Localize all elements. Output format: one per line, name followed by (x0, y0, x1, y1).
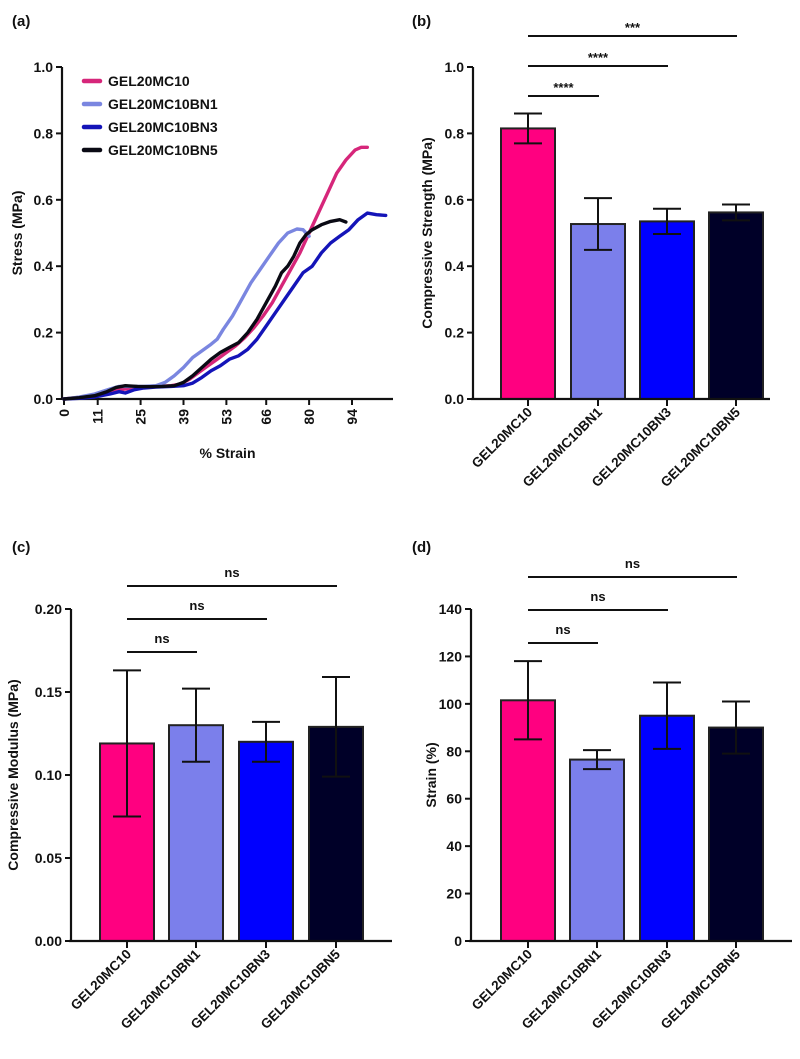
series-line-gel20mc10bn1 (62, 227, 311, 401)
x-tick-label: 66 (258, 409, 274, 425)
series-line-gel20mc10 (62, 145, 369, 401)
panel-label: (a) (12, 13, 30, 30)
x-tick-label: 94 (344, 409, 360, 425)
y-tick-label: 1.0 (34, 59, 54, 75)
y-tick-label: 0.8 (445, 125, 465, 141)
x-tick-label: 80 (301, 409, 317, 425)
bar-gel20mc10bn5 (708, 211, 764, 400)
y-tick-label: 0.6 (445, 192, 465, 208)
panel-label: (b) (412, 13, 431, 30)
x-tick-label: 39 (175, 409, 191, 425)
y-tick-label: 0.15 (35, 684, 62, 700)
y-tick-label: 0.4 (34, 258, 54, 274)
y-tick-label: 120 (439, 648, 463, 664)
y-axis-title: Compressive Strength (MPa) (419, 137, 435, 328)
y-tick-label: 0.6 (34, 192, 54, 208)
x-tick-label: 53 (218, 409, 234, 425)
y-tick-label: 140 (439, 601, 463, 617)
x-tick-label: 25 (133, 409, 149, 425)
significance-label: *** (625, 20, 641, 35)
panel-label: (c) (12, 539, 30, 556)
legend-label: GEL20MC10 (108, 73, 190, 89)
y-tick-label: 0.2 (445, 325, 465, 341)
significance-label: ns (590, 589, 605, 604)
legend-label: GEL20MC10BN3 (108, 119, 218, 135)
significance-label: ns (189, 598, 204, 613)
y-tick-label: 60 (446, 791, 462, 807)
y-tick-label: 0.00 (35, 933, 62, 949)
significance-label: **** (588, 50, 609, 65)
panel-d-strain: (d)020406080100120140GEL20MC10GEL20MC10B… (412, 539, 792, 1032)
y-tick-label: 0.0 (445, 391, 465, 407)
bar-gel20mc10bn1 (570, 223, 626, 400)
y-tick-label: 80 (446, 743, 462, 759)
x-tick-label: 11 (90, 409, 106, 424)
y-tick-label: 40 (446, 838, 462, 854)
panel-b-compressive-strength: (b)0.00.20.40.60.81.0GEL20MC10GEL20MC10B… (412, 13, 770, 490)
y-axis-title: Compressive Modulus (MPa) (5, 679, 21, 870)
y-tick-label: 0.4 (445, 258, 465, 274)
y-tick-label: 0.8 (34, 125, 54, 141)
y-tick-label: 0.10 (35, 767, 62, 783)
legend-label: GEL20MC10BN5 (108, 142, 218, 158)
x-axis-title: % Strain (199, 445, 255, 461)
y-axis-title: Strain (%) (423, 742, 439, 807)
x-category-label: GEL20MC10 (469, 947, 535, 1013)
significance-label: ns (625, 556, 640, 571)
y-tick-label: 0.0 (34, 391, 54, 407)
bar-gel20mc10bn5 (708, 726, 764, 942)
significance-label: ns (154, 631, 169, 646)
y-tick-label: 1.0 (445, 59, 465, 75)
bar-gel20mc10bn1 (569, 758, 625, 942)
significance-label: ns (224, 565, 239, 580)
y-tick-label: 20 (446, 886, 462, 902)
panel-label: (d) (412, 539, 431, 556)
series-line-gel20mc10bn3 (62, 211, 388, 401)
y-tick-label: 0.2 (34, 325, 54, 341)
x-tick-label: 0 (56, 409, 72, 417)
y-tick-label: 0 (454, 933, 462, 949)
bar-gel20mc10bn3 (639, 220, 695, 400)
x-category-label: GEL20MC10 (469, 405, 535, 471)
x-category-label: GEL20MC10 (68, 947, 134, 1013)
significance-label: ns (555, 622, 570, 637)
y-tick-label: 0.05 (35, 850, 62, 866)
significance-label: **** (553, 80, 574, 95)
bar-gel20mc10bn3 (238, 740, 294, 942)
y-tick-label: 100 (439, 696, 463, 712)
panel-a-stress-strain: (a) 0.0 0.2 0.4 0.6 0.8 1.0 0 11 25 39 53 66 80 94 % St… (9, 13, 393, 461)
y-tick-label: 0.20 (35, 601, 62, 617)
bar-gel20mc10 (500, 127, 556, 400)
panel-c-compressive-modulus: (c)0.000.050.100.150.20GEL20MC10GEL20MC1… (5, 539, 392, 1032)
series-line-gel20mc10bn5 (62, 218, 348, 401)
y-axis-title: Stress (MPa) (9, 191, 25, 276)
legend-label: GEL20MC10BN1 (108, 96, 218, 112)
